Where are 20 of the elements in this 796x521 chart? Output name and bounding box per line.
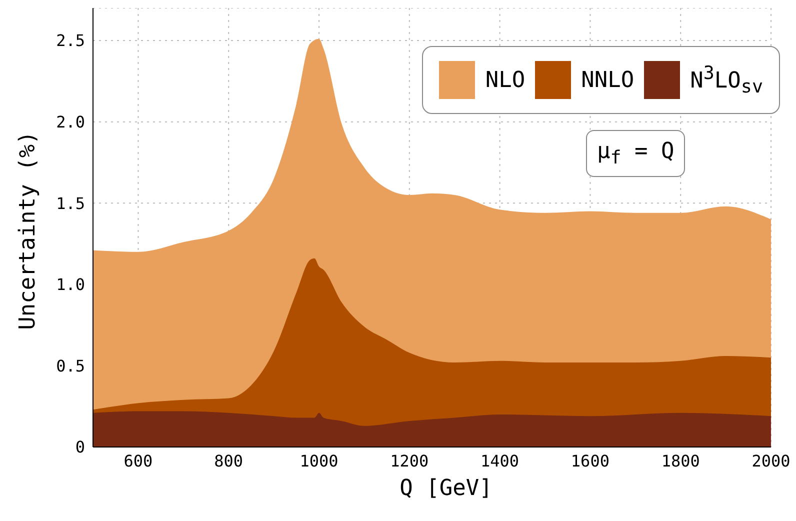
y-tick-label: 0.5 <box>56 356 85 376</box>
y-tick-label: 1.5 <box>56 194 85 213</box>
x-tick-label: 1400 <box>480 451 520 470</box>
x-tick-label: 1800 <box>661 451 700 470</box>
x-tick-label: 1000 <box>300 451 338 470</box>
legend-label: N$^{3}$LO$_{sv}$ <box>690 62 763 98</box>
y-tick-label: 1.0 <box>56 275 85 294</box>
y-tick-label: 2.0 <box>56 112 85 132</box>
legend-label: NLO <box>485 68 526 92</box>
y-tick-label: 0 <box>75 438 85 457</box>
x-tick-label: 1200 <box>390 451 429 470</box>
x-axis-title: Q [GeV] <box>398 476 494 501</box>
y-axis-title: Uncertainty (%) <box>16 130 40 332</box>
y-tick-label: 2.5 <box>56 31 85 50</box>
x-tick-label: 2000 <box>752 451 790 470</box>
x-tick-label: 1600 <box>570 451 610 470</box>
x-tick-label: 800 <box>214 451 244 470</box>
annotation: μ$_{f}$ = Q <box>586 130 686 178</box>
x-tick-label: 600 <box>124 451 153 470</box>
legend-label: NNLO <box>581 68 634 92</box>
